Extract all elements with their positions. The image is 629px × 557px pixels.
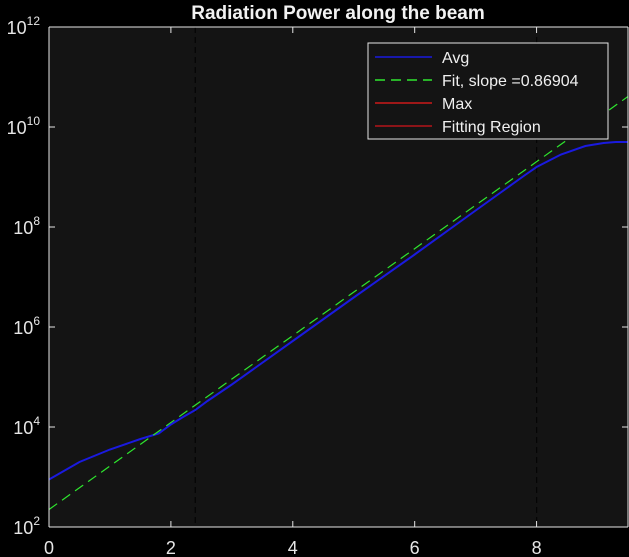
legend: Avg Fit, slope =0.86904 Max Fitting Region — [367, 42, 609, 140]
legend-box — [367, 42, 609, 140]
x-tick-label: 4 — [288, 538, 298, 557]
y-tick-label: 1012 — [7, 14, 41, 38]
legend-label-2: Max — [442, 96, 472, 113]
legend-label-3: Fitting Region — [442, 119, 541, 136]
x-tick-label: 2 — [166, 538, 176, 557]
x-tick-label: 0 — [44, 538, 54, 557]
x-tick-label: 8 — [532, 538, 542, 557]
x-tick-label: 6 — [410, 538, 420, 557]
series-layer — [48, 96, 629, 510]
axes — [48, 26, 629, 528]
legend-label-1: Fit, slope =0.86904 — [442, 73, 579, 90]
y-tick-label: 1010 — [7, 114, 41, 138]
y-tick-label: 102 — [13, 514, 40, 538]
x-ticks: 0 2 4 6 8 — [44, 27, 542, 557]
series-line-fit — [48, 96, 629, 510]
y-tick-label: 106 — [13, 314, 40, 338]
y-tick-label: 108 — [13, 214, 40, 238]
y-ticks: 102 104 106 108 1010 1012 — [7, 14, 628, 538]
legend-label-0: Avg — [442, 50, 469, 67]
series-line-avg — [48, 141, 628, 481]
chart-title: Radiation Power along the beam — [191, 3, 485, 24]
y-tick-label: 104 — [13, 414, 40, 438]
